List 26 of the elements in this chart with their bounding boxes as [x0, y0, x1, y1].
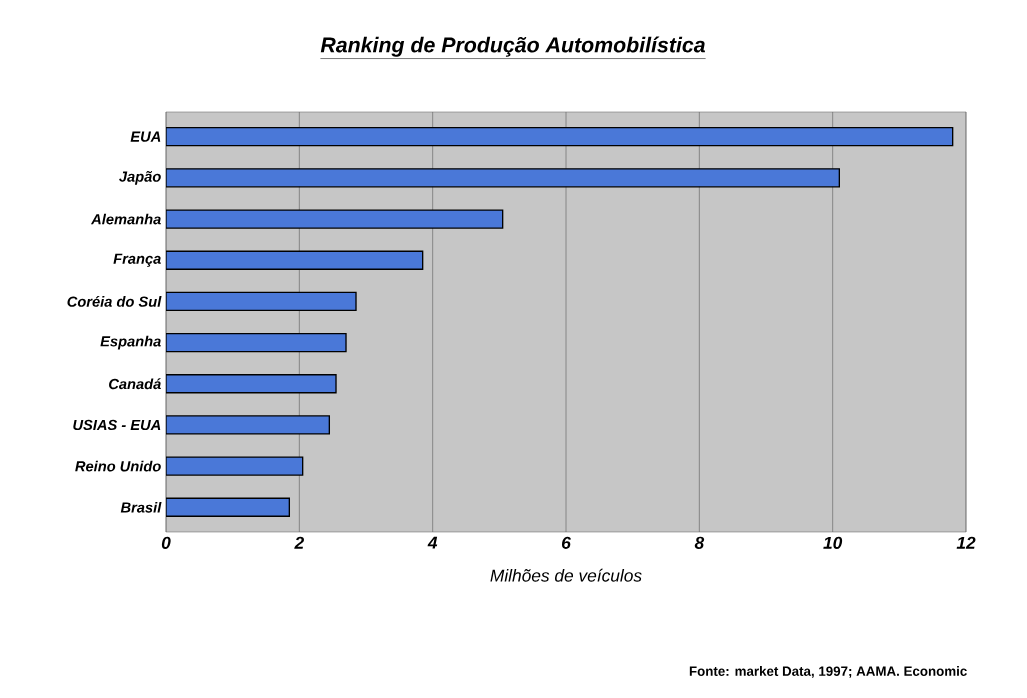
x-tick-label: 6	[561, 536, 571, 549]
x-axis-title: Milhões de veículos	[490, 568, 642, 582]
source-note: Fonte: market Data, 1997; AAMA. Economic	[689, 666, 967, 678]
bar	[166, 374, 337, 394]
y-tick-label: França	[113, 253, 161, 267]
chart-title: Ranking de Produção Automobilística	[320, 36, 705, 57]
x-tick-label: 0	[161, 536, 171, 549]
bar	[166, 250, 424, 270]
y-tick-label: Brasil	[120, 501, 162, 513]
x-tick-label: 8	[694, 536, 705, 549]
y-tick-label: USIAS - EUA	[73, 419, 161, 431]
y-tick-label: EUA	[130, 131, 161, 142]
y-tick-label: Japão	[119, 171, 161, 185]
x-tick-label: 2	[294, 536, 304, 549]
bar	[166, 291, 357, 312]
y-tick-label: Reino Unido	[75, 460, 161, 472]
y-tick-label: Coréia do Sul	[67, 295, 162, 307]
bar	[166, 497, 291, 517]
x-tick-label: 10	[823, 536, 843, 549]
x-tick-label: 12	[956, 536, 976, 549]
bar	[166, 332, 347, 353]
y-tick-label: Canadá	[109, 378, 161, 390]
x-tick-label: 4	[427, 536, 438, 549]
bar	[166, 127, 954, 147]
y-tick-label: Espanha	[100, 335, 161, 350]
y-tick-label: Alemanha	[90, 213, 161, 225]
